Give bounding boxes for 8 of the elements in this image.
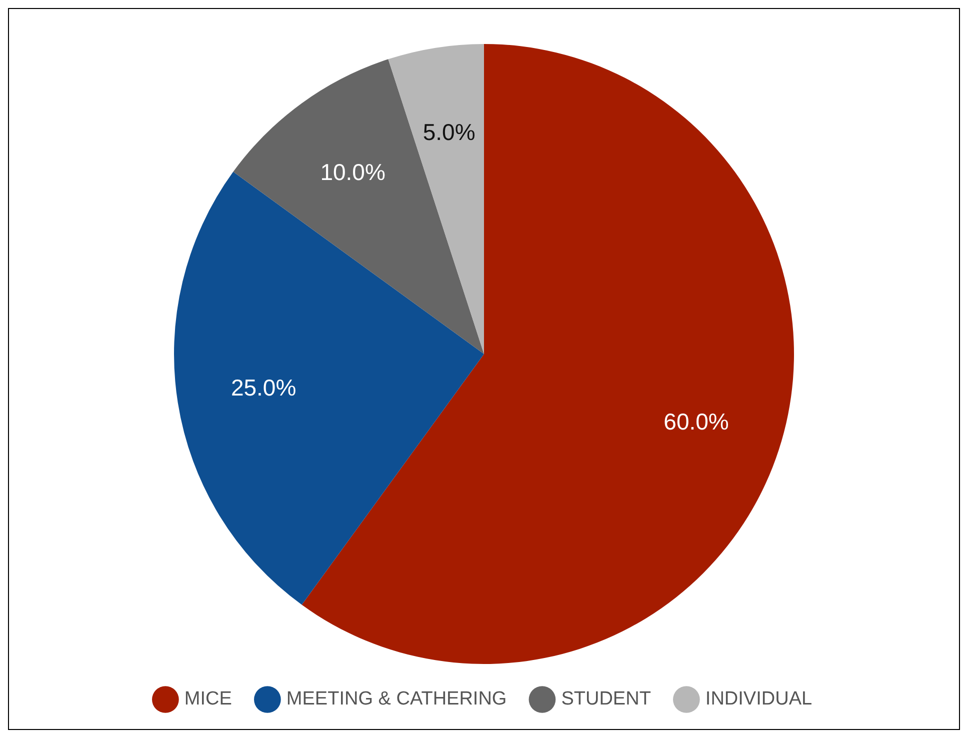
- legend-label: STUDENT: [561, 688, 652, 710]
- legend-label: MICE: [184, 688, 232, 710]
- data-label: 5.0%: [422, 118, 476, 145]
- data-label: 25.0%: [230, 374, 296, 400]
- legend-label: MEETING & CATHERING: [286, 688, 507, 710]
- data-label: 60.0%: [664, 408, 729, 434]
- data-label: 10.0%: [320, 158, 386, 185]
- legend-label: INDIVIDUAL: [705, 688, 812, 710]
